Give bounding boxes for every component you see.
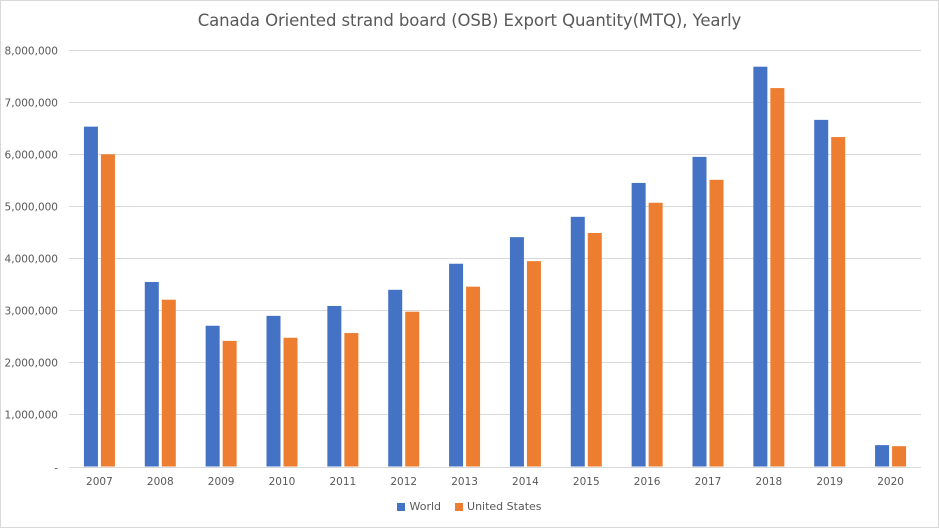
bar-united-states-2009: [222, 340, 237, 467]
legend-swatch-united-states: [455, 502, 464, 511]
y-tick-label: 5,000,000: [5, 202, 58, 214]
bar-world-2018: [753, 66, 768, 467]
bar-world-2012: [388, 289, 403, 467]
bar-united-states-2008: [161, 299, 176, 467]
legend-label-united-states: United States: [467, 500, 542, 513]
x-tick-label: 2016: [634, 476, 661, 488]
y-tick-label: 3,000,000: [5, 306, 58, 318]
x-tick-label: 2011: [329, 476, 356, 488]
x-tick-label: 2015: [573, 476, 600, 488]
bar-world-2020: [875, 445, 890, 467]
x-tick-label: 2017: [695, 476, 722, 488]
bar-world-2009: [205, 325, 220, 467]
bar-united-states-2012: [405, 311, 420, 467]
bar-united-states-2016: [648, 202, 663, 467]
x-tick-label: 2009: [208, 476, 235, 488]
bar-united-states-2018: [770, 88, 785, 467]
x-tick-label: 2018: [755, 476, 782, 488]
bar-world-2016: [631, 182, 646, 467]
x-tick-label: 2012: [390, 476, 417, 488]
bar-united-states-2010: [283, 337, 298, 467]
legend-item-united-states: United States: [455, 500, 542, 513]
y-axis-ticks: - 1,000,000 2,000,000 3,000,000 4,000,000 5,0…: [5, 46, 59, 475]
x-tick-label: 2019: [816, 476, 843, 488]
x-tick-label: 2008: [147, 476, 174, 488]
bar-united-states-2013: [466, 286, 481, 467]
bar-united-states-2020: [892, 446, 907, 467]
x-tick-label: 2010: [269, 476, 296, 488]
bar-world-2008: [144, 281, 159, 467]
x-tick-label: 2013: [451, 476, 478, 488]
x-tick-label: 2020: [877, 476, 904, 488]
y-tick-label: 6,000,000: [5, 150, 58, 162]
bar-united-states-2007: [100, 154, 115, 467]
bar-world-2014: [509, 237, 524, 467]
gridlines: [69, 50, 921, 468]
bars: [83, 66, 907, 467]
bar-world-2013: [449, 263, 464, 467]
legend-item-world: World: [397, 500, 441, 513]
bar-united-states-2011: [344, 333, 359, 467]
x-axis-ticks: 2007 2008 2009 2010 2011 2012 2013 2014 2015 2016…: [86, 476, 904, 488]
chart-title: Canada Oriented strand board (OSB) Expor…: [197, 11, 742, 30]
bar-united-states-2014: [526, 261, 541, 467]
x-tick-label: 2007: [86, 476, 113, 488]
bar-world-2010: [266, 315, 281, 467]
y-tick-label: 4,000,000: [5, 254, 58, 266]
bar-world-2011: [327, 305, 342, 467]
y-tick-label: -: [54, 463, 58, 475]
y-tick-label: 2,000,000: [5, 358, 58, 370]
legend: World United States: [0, 500, 939, 513]
legend-label-world: World: [409, 500, 442, 513]
bar-united-states-2019: [831, 137, 846, 467]
legend-swatch-world: [397, 502, 406, 511]
bar-world-2015: [570, 216, 585, 467]
x-tick-label: 2014: [512, 476, 539, 488]
y-tick-label: 7,000,000: [5, 98, 58, 110]
bar-united-states-2015: [587, 232, 602, 467]
bar-world-2019: [814, 119, 829, 467]
bar-world-2007: [83, 126, 98, 467]
bar-world-2017: [692, 156, 707, 467]
y-tick-label: 1,000,000: [5, 410, 58, 422]
bar-united-states-2017: [709, 179, 724, 467]
y-tick-label: 8,000,000: [5, 46, 58, 58]
